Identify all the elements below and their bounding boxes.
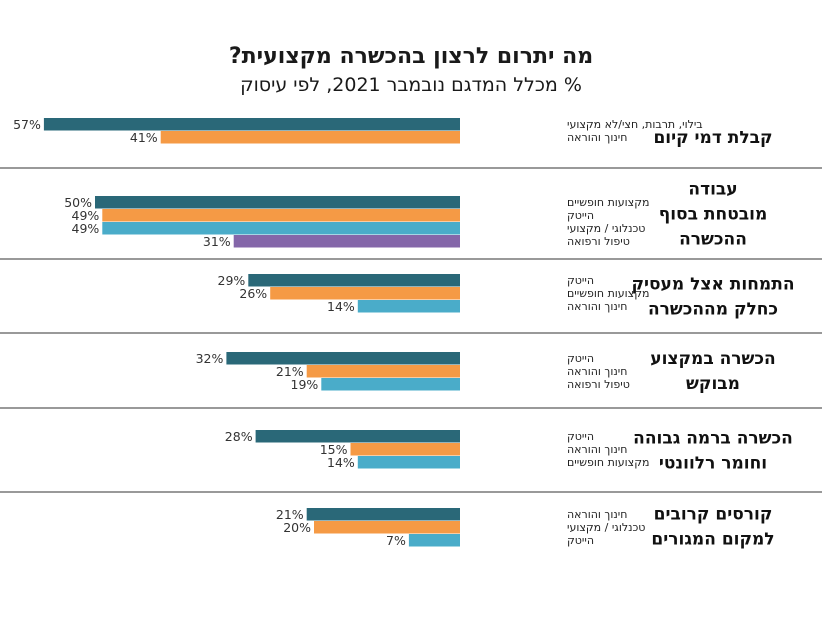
bar xyxy=(270,287,460,300)
value-label: 49% xyxy=(72,208,100,223)
category-label: טכנלוגי / מקצועי xyxy=(567,222,645,235)
value-label: 14% xyxy=(327,299,355,314)
category-label: חינוך והוראה xyxy=(567,131,627,144)
chart-title: מה יתרום לרצון בהכשרה מקצועית? xyxy=(228,44,594,69)
bar xyxy=(248,274,460,287)
bar xyxy=(43,118,461,131)
bar xyxy=(306,508,460,521)
group-label: למקום המגורים xyxy=(651,530,774,550)
category-label: הייטק xyxy=(567,352,594,365)
value-label: 7% xyxy=(386,533,406,548)
bar xyxy=(95,196,460,209)
category-label: מקצועות חופשיים xyxy=(567,287,649,300)
group-label: קבלת דמי קיום xyxy=(653,128,772,148)
category-label: מקצועות חופשיים xyxy=(567,456,649,469)
category-label: חינוך והוראה xyxy=(567,300,627,313)
bar xyxy=(314,521,460,534)
bar xyxy=(357,300,460,313)
value-label: 41% xyxy=(130,130,158,145)
group-label: הכשרה במקצוע xyxy=(650,349,775,369)
value-label: 32% xyxy=(196,351,224,366)
category-label: חינוך והוראה xyxy=(567,365,627,378)
chart-subtitle: % מכלל המדגם נובמבר 2021, לפי עיסוק xyxy=(240,74,582,96)
value-label: 28% xyxy=(225,429,253,444)
bar xyxy=(102,222,461,235)
category-label: הייטק xyxy=(567,430,594,443)
value-label: 49% xyxy=(72,221,100,236)
value-label: 26% xyxy=(239,286,267,301)
value-label: 19% xyxy=(291,377,319,392)
category-label: הייטק xyxy=(567,274,594,287)
value-label: 57% xyxy=(13,117,41,132)
value-label: 21% xyxy=(276,364,304,379)
category-label: הייטק xyxy=(567,534,594,547)
value-label: 21% xyxy=(276,507,304,522)
value-label: 15% xyxy=(320,442,348,457)
bar xyxy=(233,235,460,248)
category-label: חינוך והוראה xyxy=(567,443,627,456)
bar xyxy=(306,365,460,378)
category-label: בילוי, תרבות, חצי/לא מקצועי xyxy=(567,118,703,131)
bar xyxy=(408,534,460,547)
value-label: 14% xyxy=(327,455,355,470)
bar xyxy=(102,209,461,222)
bar xyxy=(255,430,460,443)
bar xyxy=(226,352,460,365)
bar xyxy=(160,131,460,144)
value-label: 29% xyxy=(218,273,246,288)
group-label: עבודה xyxy=(688,180,737,200)
category-label: מקצועות חופשיים xyxy=(567,196,649,209)
value-label: 31% xyxy=(203,234,231,249)
category-label: טכנלוגי / מקצועי xyxy=(567,521,645,534)
group-label: הכשרה ברמה גבוהה xyxy=(633,429,793,449)
bar xyxy=(350,443,460,456)
group-label: ההכשרה xyxy=(679,230,747,250)
bar xyxy=(357,456,460,469)
category-label: הייטק xyxy=(567,209,594,222)
category-label: טיפול ורפואה xyxy=(567,378,630,391)
group-label: מובטחת בסוף xyxy=(659,205,768,225)
bar xyxy=(321,378,460,391)
group-label: וחומר רלוונטי xyxy=(659,454,767,474)
value-label: 50% xyxy=(64,195,92,210)
value-label: 20% xyxy=(283,520,311,535)
group-label: כחלק מההכשרה xyxy=(648,300,778,320)
group-label: מבוקש xyxy=(686,374,740,394)
group-label: קורסים קרובים xyxy=(654,505,773,525)
category-label: חינוך והוראה xyxy=(567,508,627,521)
group-label: התמחות אצל מעסיק xyxy=(631,275,794,295)
category-label: טיפול ורפואה xyxy=(567,235,630,248)
